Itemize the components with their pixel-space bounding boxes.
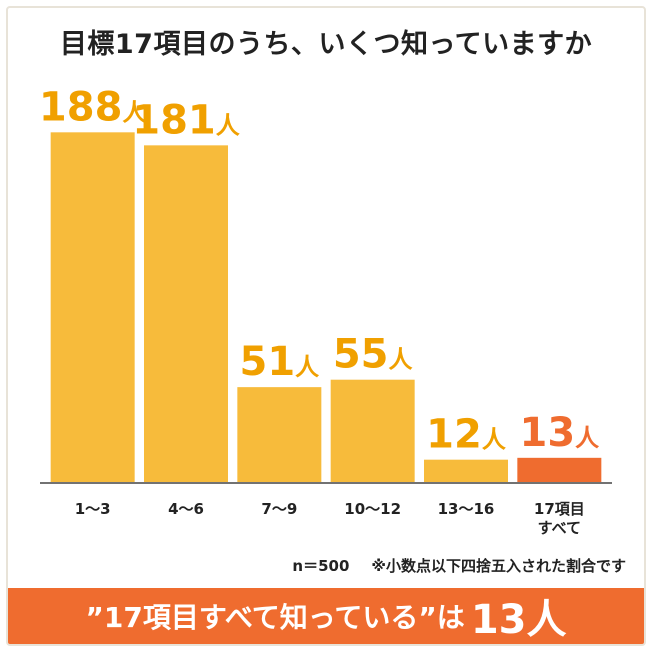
data-label-6: 13人: [519, 410, 599, 456]
bar-2: [144, 145, 228, 482]
bar-5: [424, 459, 508, 482]
bar-4: [330, 379, 415, 482]
bar-chart: 188人 1～3 181人 4～6 51人 7～9 55人 10～12 12人 13～16 13人 1…: [39, 84, 612, 537]
category-label-3: 7～9: [261, 500, 297, 518]
data-label-1: 188人: [39, 84, 146, 130]
data-label-4: 55人: [333, 332, 413, 378]
data-label-3: 51人: [239, 339, 319, 385]
category-label-4: 10～12: [344, 500, 401, 518]
rounding-note: ※小数点以下四捨五入された割合です: [371, 557, 626, 575]
chart-note: n＝500 ※小数点以下四捨五入された割合です: [292, 555, 626, 576]
category-label-1: 1～3: [75, 500, 111, 518]
summary-banner: ”17項目すべて知っている”は 13人: [8, 588, 644, 644]
bar-3: [237, 387, 322, 482]
category-label-6-line-2: すべて: [538, 519, 581, 537]
banner-highlight: 13人: [470, 597, 567, 643]
data-label-5: 12人: [426, 412, 506, 458]
chart-card: 目標17項目のうち、いくつ知っていますか 188人 1～3 181人 4～6 51人 7～…: [6, 6, 646, 646]
category-label-5: 13～16: [438, 500, 495, 518]
category-label-6-line-1: 17項目: [534, 500, 585, 518]
data-label-2: 181人: [132, 97, 240, 143]
sample-size: n＝500: [292, 557, 350, 575]
category-label-2: 4～6: [168, 500, 204, 518]
chart-title: 目標17項目のうち、いくつ知っていますか: [59, 29, 593, 60]
bar-1: [50, 132, 135, 482]
bar-6: [517, 457, 602, 482]
banner-text: ”17項目すべて知っている”は: [85, 601, 465, 634]
